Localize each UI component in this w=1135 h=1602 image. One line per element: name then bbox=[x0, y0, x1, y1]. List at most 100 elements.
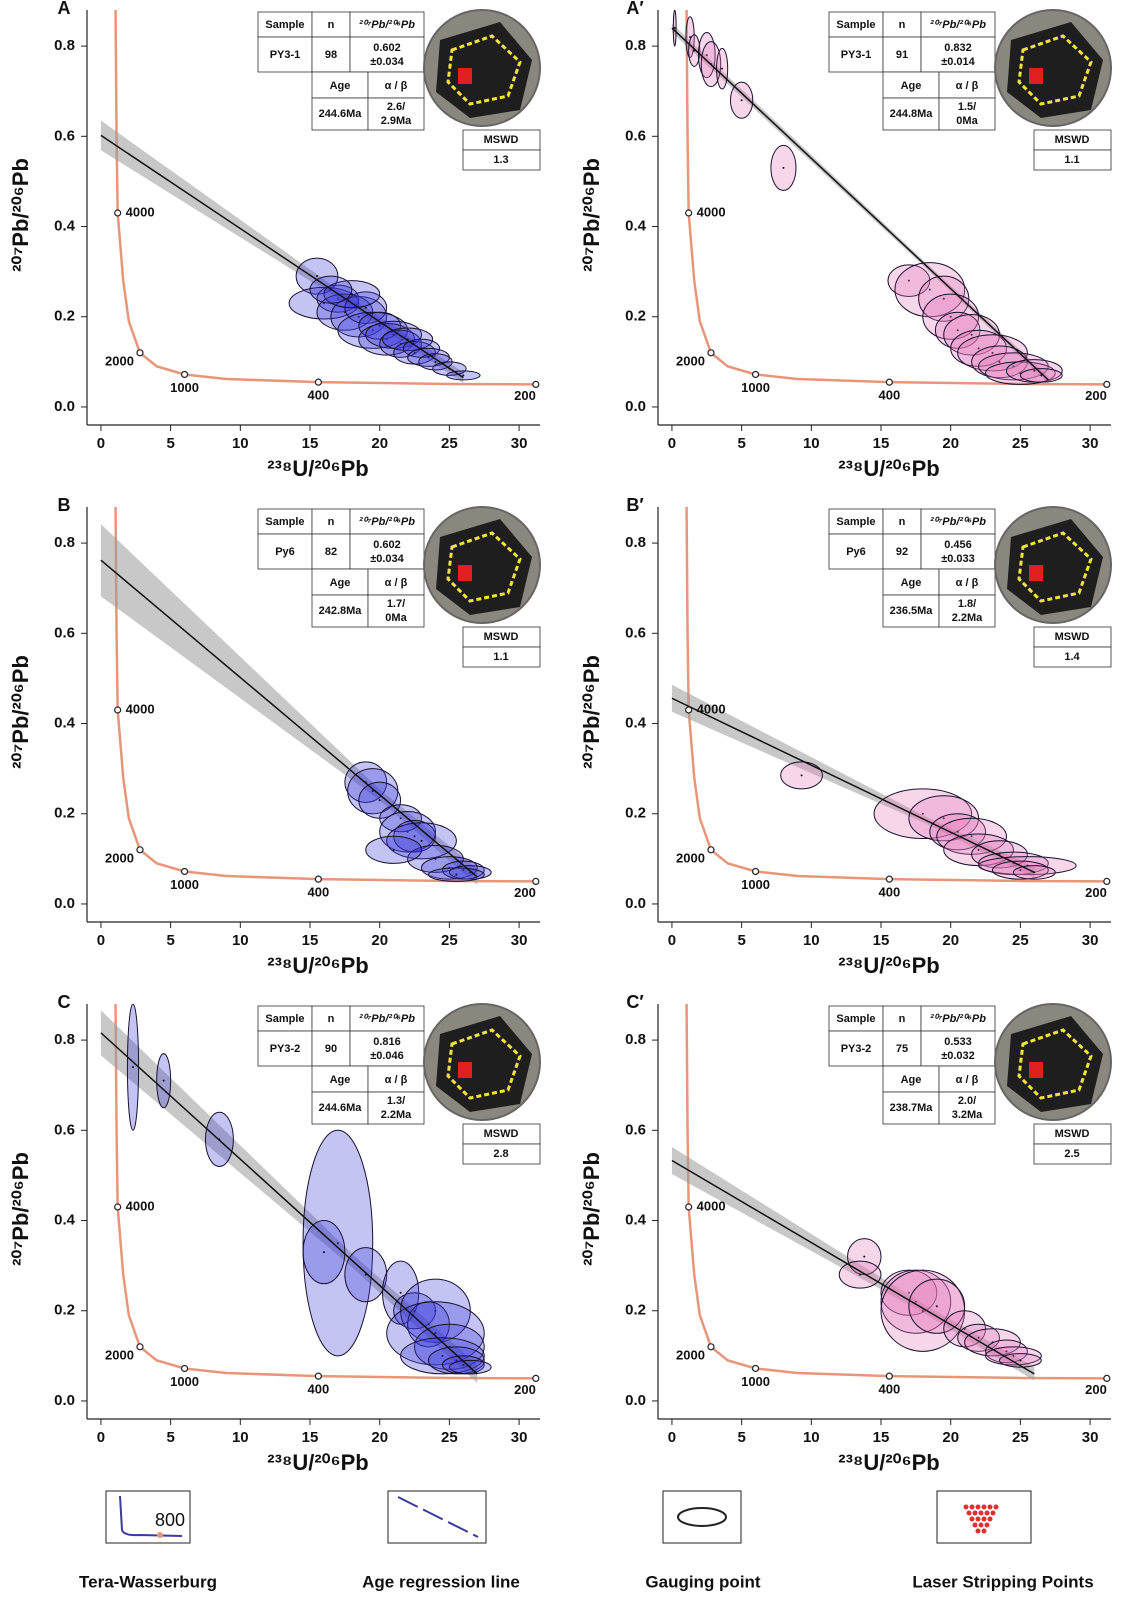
concordia-age-point bbox=[136, 1343, 144, 1351]
sample-photo bbox=[458, 1062, 472, 1078]
ellipse-center bbox=[392, 333, 395, 336]
x-tick-label: 20 bbox=[371, 1429, 388, 1446]
ellipse-center bbox=[413, 835, 416, 838]
panel-label: C bbox=[58, 992, 71, 1012]
y-tick-label: 0.6 bbox=[625, 624, 646, 641]
table-text: 1.3 bbox=[493, 154, 508, 166]
table-text: Sample bbox=[836, 19, 875, 31]
x-tick-label: 15 bbox=[873, 932, 890, 949]
ellipse-center bbox=[399, 817, 402, 820]
table-cell bbox=[349, 36, 425, 73]
table-text: 2.2Ma bbox=[381, 1109, 412, 1121]
y-tick-label: 0.6 bbox=[54, 624, 75, 641]
table-text: MSWD bbox=[1055, 631, 1090, 643]
ellipse-center bbox=[942, 817, 945, 820]
x-tick-label: 25 bbox=[1012, 932, 1029, 949]
table-cell bbox=[257, 508, 313, 535]
x-tick-label: 30 bbox=[511, 932, 528, 949]
table-text: PY3-1 bbox=[270, 49, 301, 61]
x-tick-label: 0 bbox=[97, 435, 105, 452]
x-tick-label: 30 bbox=[511, 1429, 528, 1446]
concordia-age-label: 4000 bbox=[126, 1198, 155, 1213]
y-tick-label: 0.4 bbox=[625, 714, 647, 731]
table-text: n bbox=[899, 1013, 906, 1025]
y-tick-label: 0.0 bbox=[625, 1392, 646, 1409]
panel-label: C′ bbox=[626, 992, 643, 1012]
concordia-age-point bbox=[1103, 380, 1111, 389]
y-tick-label: 0.2 bbox=[54, 308, 75, 325]
concordia-age-point bbox=[885, 875, 893, 883]
ellipse-center bbox=[859, 1273, 862, 1276]
table-text: Age bbox=[901, 80, 922, 92]
concordia-age-point bbox=[136, 846, 144, 854]
table-text: 1.4 bbox=[1064, 651, 1080, 663]
ellipse-center bbox=[921, 812, 924, 815]
concordia-age-point bbox=[532, 1374, 540, 1383]
concordia-age-point bbox=[180, 370, 189, 379]
ellipse-center bbox=[322, 1251, 325, 1254]
ellipse-center bbox=[740, 99, 743, 102]
y-axis-label: ²⁰⁷Pb/²⁰⁶Pb bbox=[8, 655, 33, 769]
ellipse-center bbox=[970, 835, 973, 838]
x-tick-label: 25 bbox=[441, 932, 458, 949]
x-tick-label: 0 bbox=[97, 1429, 105, 1446]
table-cell bbox=[882, 533, 922, 570]
plot-area bbox=[100, 1004, 536, 1383]
table-cell bbox=[920, 1005, 996, 1032]
y-tick-label: 0.0 bbox=[54, 1392, 75, 1409]
sample-photo bbox=[458, 565, 472, 581]
table-text: 0Ma bbox=[956, 115, 978, 127]
panel: B 0 5 10 15 20 25 30 0.0 0.2 0.4 0.6 0.8 ²³⁸U/²⁰⁶Pb ²⁰… bbox=[8, 495, 541, 978]
sample-photo bbox=[1029, 565, 1043, 581]
x-tick-label: 25 bbox=[441, 435, 458, 452]
x-axis-label: ²³⁸U/²⁰⁶Pb bbox=[838, 456, 939, 481]
legend-label: Gauging point bbox=[645, 1572, 761, 1591]
ellipse-center bbox=[705, 54, 708, 57]
concordia-age-point bbox=[180, 1364, 189, 1373]
y-tick-label: 0.2 bbox=[54, 1302, 75, 1319]
concordia-age-point bbox=[114, 209, 122, 217]
table-text: ²⁰⁷Pb/²⁰⁶Pb bbox=[359, 516, 415, 528]
concordia-age-point bbox=[685, 706, 693, 714]
table-cell bbox=[257, 533, 313, 570]
table-text: Age bbox=[330, 80, 351, 92]
table-cell bbox=[882, 1005, 922, 1032]
table-text: 1.7/ bbox=[387, 598, 405, 610]
regression-line bbox=[671, 697, 1035, 874]
plot-area bbox=[671, 1004, 1107, 1381]
y-tick-label: 0.2 bbox=[54, 805, 75, 822]
concordia-age-point bbox=[314, 875, 322, 883]
concordia-age-point bbox=[114, 706, 122, 714]
concordia-age-label: 4000 bbox=[697, 701, 726, 716]
table-text: 0.832 bbox=[944, 42, 972, 54]
concordia-age-label: 2000 bbox=[105, 1347, 134, 1362]
table-cell bbox=[828, 36, 884, 73]
concordia-age-label: 2000 bbox=[105, 353, 134, 368]
table-text: 91 bbox=[896, 49, 908, 61]
ellipse-center bbox=[1019, 869, 1022, 872]
table-text: MSWD bbox=[484, 631, 519, 643]
table-text: 2.5 bbox=[1064, 1148, 1079, 1160]
table-text: 0.602 bbox=[373, 539, 401, 551]
table-cell bbox=[920, 1030, 996, 1067]
x-tick-label: 30 bbox=[1082, 1429, 1099, 1446]
table-text: n bbox=[899, 19, 906, 31]
y-tick-label: 0.8 bbox=[625, 37, 646, 54]
x-axis-label: ²³⁸U/²⁰⁶Pb bbox=[267, 1450, 368, 1475]
concordia-age-label: 200 bbox=[1085, 388, 1107, 403]
table-text: 1.3/ bbox=[387, 1095, 405, 1107]
table-cell bbox=[367, 594, 425, 628]
ellipse-center bbox=[673, 27, 676, 30]
table-text: 244.6Ma bbox=[319, 1102, 363, 1114]
table-cell bbox=[882, 36, 922, 73]
legend-label: Laser Stripping Points bbox=[912, 1572, 1093, 1591]
table-text: 1.1 bbox=[493, 651, 508, 663]
concordia-age-label: 2000 bbox=[676, 1347, 705, 1362]
concordia-age-label: 1000 bbox=[741, 1374, 770, 1389]
table-text: MSWD bbox=[1055, 1128, 1090, 1140]
regression-line bbox=[100, 1032, 478, 1375]
regression-line bbox=[671, 1159, 1035, 1375]
ellipse-center bbox=[406, 830, 409, 833]
table-cell bbox=[257, 36, 313, 73]
table-cell bbox=[367, 97, 425, 131]
